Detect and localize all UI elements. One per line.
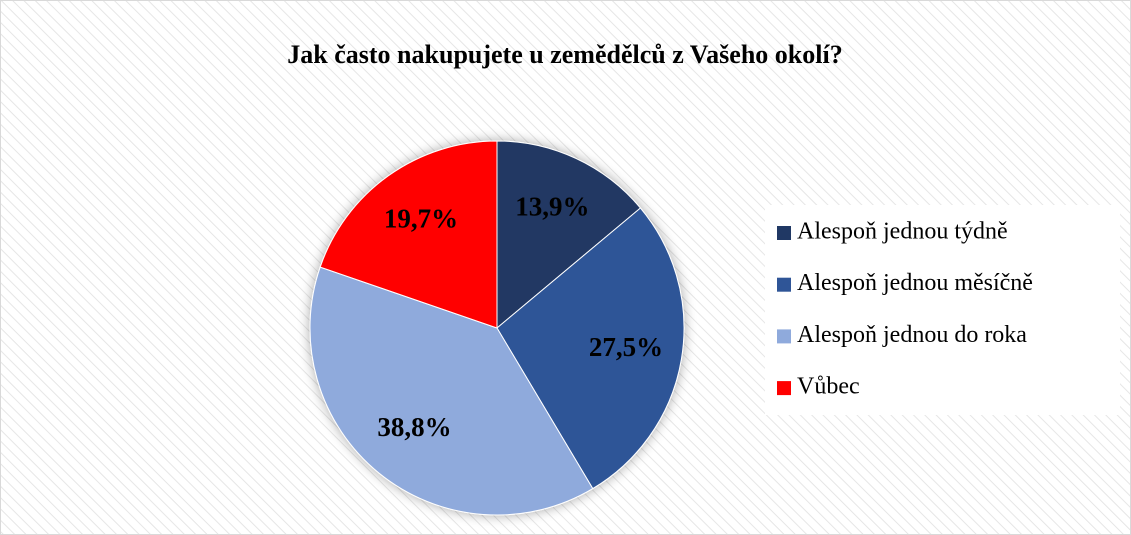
legend-label: Vůbec [797, 374, 860, 400]
legend-swatch [777, 226, 791, 240]
legend-box [765, 205, 1120, 415]
data-label: 27,5% [589, 332, 663, 362]
legend-label: Alespoň jednou týdně [797, 219, 1008, 245]
legend-swatch [777, 329, 791, 344]
data-label: 38,8% [377, 412, 451, 442]
legend-swatch [777, 381, 791, 396]
data-label: 13,9% [515, 192, 589, 222]
legend-label: Alespoň jednou do roka [797, 322, 1027, 348]
pie-slice [319, 140, 498, 329]
pie-slice [496, 207, 685, 490]
legend-swatch [777, 277, 791, 292]
data-label: 19,7% [384, 204, 458, 234]
pie [309, 140, 685, 516]
pie-slice [309, 266, 594, 516]
chart-title: Jak často nakupujete u zemědělců z Vašeh… [287, 40, 842, 69]
legend-label: Alespoň jednou měsíčně [797, 270, 1033, 296]
pie-slice [496, 140, 642, 330]
